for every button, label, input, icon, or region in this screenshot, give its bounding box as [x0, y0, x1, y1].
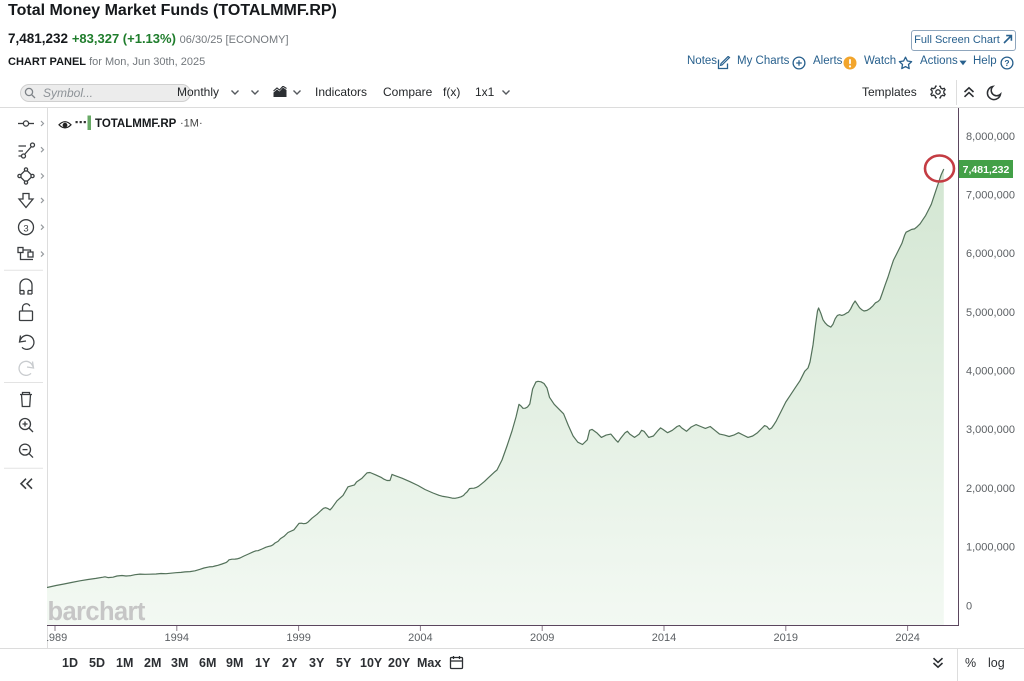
svg-text:3,000,000: 3,000,000: [966, 424, 1015, 436]
svg-text:7,000,000: 7,000,000: [966, 189, 1015, 201]
svg-text:3: 3: [23, 224, 28, 235]
svg-text:7,481,232: 7,481,232: [963, 164, 1010, 176]
svg-text:barchart: barchart: [48, 598, 146, 626]
svg-text:TOTALMMF.RP: TOTALMMF.RP: [95, 118, 177, 130]
svg-text:2,000,000: 2,000,000: [966, 483, 1015, 495]
svg-text:4,000,000: 4,000,000: [966, 366, 1015, 378]
svg-text:2004: 2004: [408, 632, 432, 644]
svg-text:5,000,000: 5,000,000: [966, 307, 1015, 319]
svg-text:2024: 2024: [895, 632, 919, 644]
svg-text:?: ?: [1004, 58, 1009, 68]
svg-text:1994: 1994: [165, 632, 189, 644]
svg-text:1989: 1989: [47, 632, 67, 644]
svg-text:1,000,000: 1,000,000: [966, 542, 1015, 554]
svg-text:0: 0: [966, 600, 972, 612]
svg-text:6,000,000: 6,000,000: [966, 248, 1015, 260]
svg-text:8,000,000: 8,000,000: [966, 131, 1015, 143]
svg-text:2014: 2014: [652, 632, 676, 644]
svg-text:·1M·: ·1M·: [180, 118, 203, 130]
svg-text:2009: 2009: [530, 632, 554, 644]
svg-text:1999: 1999: [286, 632, 310, 644]
svg-text:2019: 2019: [774, 632, 798, 644]
